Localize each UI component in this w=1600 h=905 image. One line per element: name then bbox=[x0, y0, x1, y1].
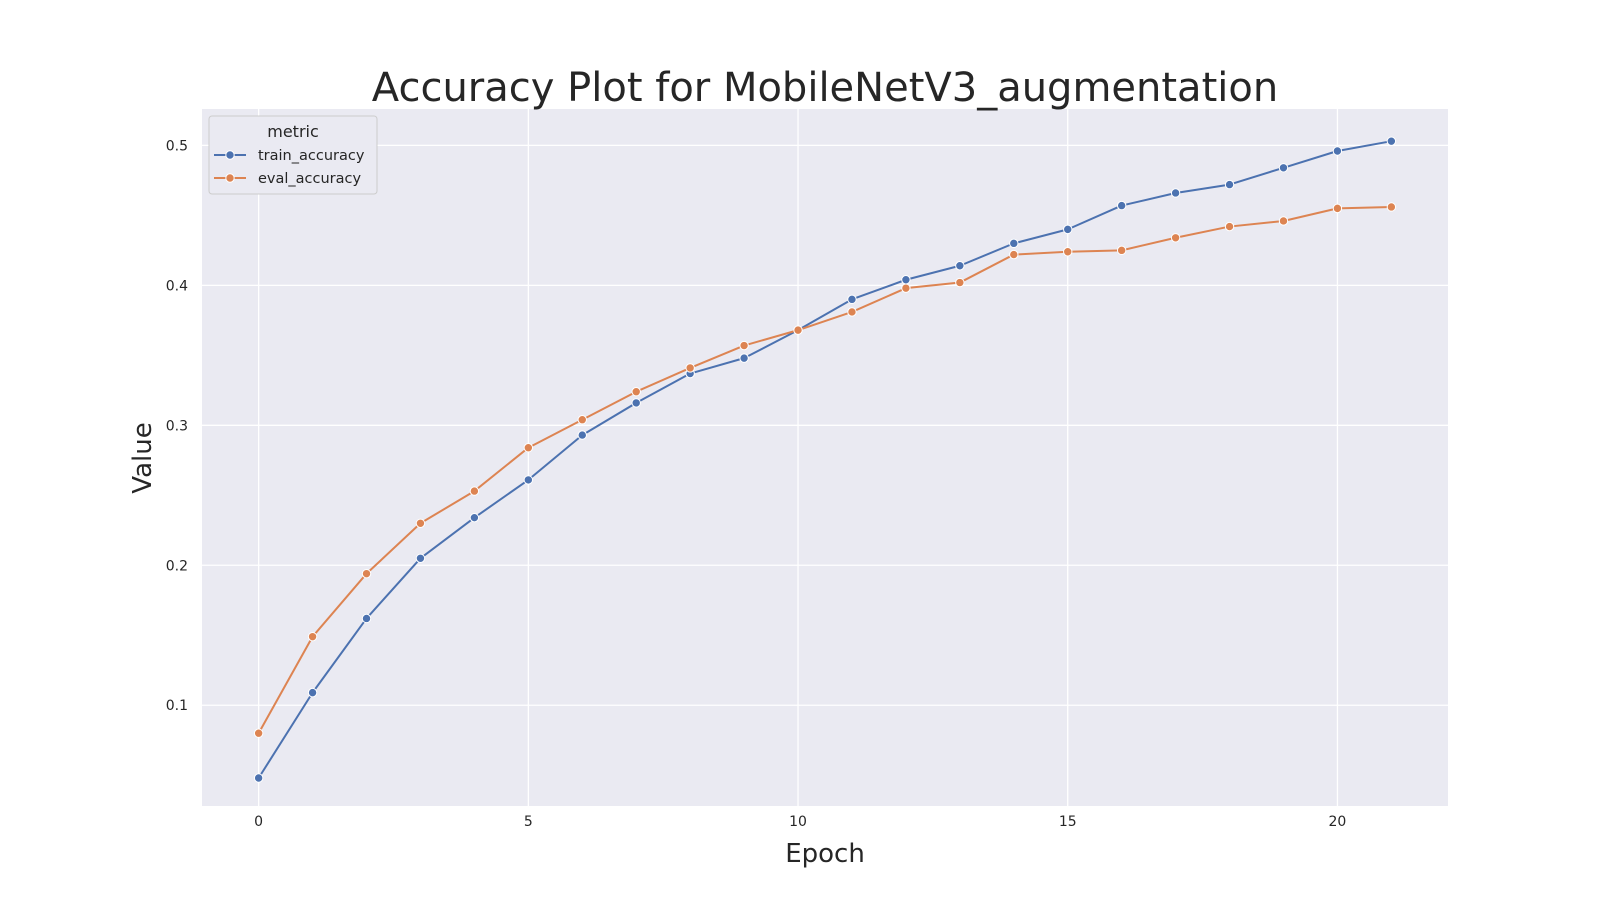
data-point-train_accuracy bbox=[1332, 146, 1343, 156]
data-point-eval_accuracy bbox=[1224, 221, 1235, 232]
data-point-eval_accuracy bbox=[793, 325, 803, 335]
data-point-train_accuracy bbox=[1224, 179, 1235, 190]
x-tick-label: 15 bbox=[1059, 814, 1077, 830]
data-point-eval_accuracy bbox=[577, 415, 587, 425]
data-point-train_accuracy bbox=[361, 613, 372, 624]
data-point-train_accuracy bbox=[739, 353, 749, 363]
data-point-eval_accuracy bbox=[1009, 249, 1019, 260]
y-tick-label: 0.3 bbox=[166, 418, 188, 434]
data-point-eval_accuracy bbox=[901, 283, 911, 293]
x-axis-label: Epoch bbox=[785, 839, 865, 869]
data-point-eval_accuracy bbox=[631, 387, 641, 397]
legend-label: eval_accuracy bbox=[258, 171, 362, 187]
chart-title: Accuracy Plot for MobileNetV3_augmentati… bbox=[372, 65, 1278, 111]
series-line-train_accuracy bbox=[257, 140, 1392, 779]
grid-lines bbox=[202, 109, 1448, 806]
data-point-eval_accuracy bbox=[253, 728, 264, 738]
data-point-eval_accuracy bbox=[955, 277, 965, 288]
data-point-train_accuracy bbox=[469, 512, 480, 523]
legend-entries: train_accuracy eval_accuracy bbox=[214, 148, 365, 187]
data-point-train_accuracy bbox=[631, 398, 641, 408]
data-point-train_accuracy bbox=[1116, 200, 1127, 211]
data-point-train_accuracy bbox=[1170, 188, 1181, 198]
data-point-train_accuracy bbox=[523, 475, 534, 485]
x-tick-label: 10 bbox=[789, 814, 807, 830]
data-point-train_accuracy bbox=[1063, 224, 1073, 235]
series-train_accuracy bbox=[253, 136, 1397, 783]
data-point-eval_accuracy bbox=[1063, 247, 1073, 257]
legend-label: train_accuracy bbox=[258, 148, 365, 164]
legend: metric train_accuracy eval_accuracy bbox=[208, 115, 378, 195]
data-point-train_accuracy bbox=[253, 773, 264, 783]
series-line-eval_accuracy bbox=[257, 205, 1392, 734]
y-tick-label: 0.1 bbox=[166, 698, 188, 714]
data-point-eval_accuracy bbox=[847, 307, 857, 317]
data-point-train_accuracy bbox=[577, 430, 587, 440]
data-point-train_accuracy bbox=[847, 294, 857, 305]
legend-swatch-marker bbox=[225, 173, 235, 183]
data-point-eval_accuracy bbox=[1170, 233, 1181, 243]
legend-title: metric bbox=[267, 122, 319, 141]
legend-swatch-marker bbox=[225, 150, 235, 160]
data-point-eval_accuracy bbox=[1278, 216, 1289, 226]
data-point-eval_accuracy bbox=[685, 363, 695, 373]
data-point-train_accuracy bbox=[955, 261, 965, 271]
data-point-eval_accuracy bbox=[523, 443, 534, 453]
data-point-eval_accuracy bbox=[415, 518, 426, 528]
data-point-train_accuracy bbox=[901, 275, 911, 285]
y-tick-label: 0.5 bbox=[166, 138, 188, 154]
data-point-eval_accuracy bbox=[739, 340, 749, 351]
plot-area bbox=[202, 109, 1448, 806]
data-point-train_accuracy bbox=[1386, 136, 1397, 146]
data-point-train_accuracy bbox=[307, 687, 318, 698]
data-point-eval_accuracy bbox=[469, 486, 480, 496]
data-point-eval_accuracy bbox=[1332, 203, 1343, 214]
tick-labels: 0 5 10 15 20 0.1 0.2 0.3 0.4 0.5 bbox=[166, 138, 1347, 830]
y-tick-label: 0.4 bbox=[166, 278, 188, 294]
x-tick-label: 20 bbox=[1329, 814, 1347, 830]
data-point-eval_accuracy bbox=[1116, 245, 1127, 256]
legend-box bbox=[208, 115, 378, 195]
data-point-eval_accuracy bbox=[1386, 202, 1397, 212]
data-point-train_accuracy bbox=[415, 553, 426, 563]
series-layer bbox=[253, 136, 1397, 783]
series-eval_accuracy bbox=[253, 202, 1397, 738]
data-point-train_accuracy bbox=[1278, 163, 1289, 173]
x-tick-label: 0 bbox=[254, 814, 263, 830]
data-point-train_accuracy bbox=[1009, 238, 1019, 249]
data-point-eval_accuracy bbox=[361, 568, 372, 579]
y-axis-label: Value bbox=[128, 422, 158, 493]
data-point-eval_accuracy bbox=[307, 631, 318, 642]
y-tick-label: 0.2 bbox=[166, 558, 188, 574]
x-tick-label: 5 bbox=[524, 814, 533, 830]
